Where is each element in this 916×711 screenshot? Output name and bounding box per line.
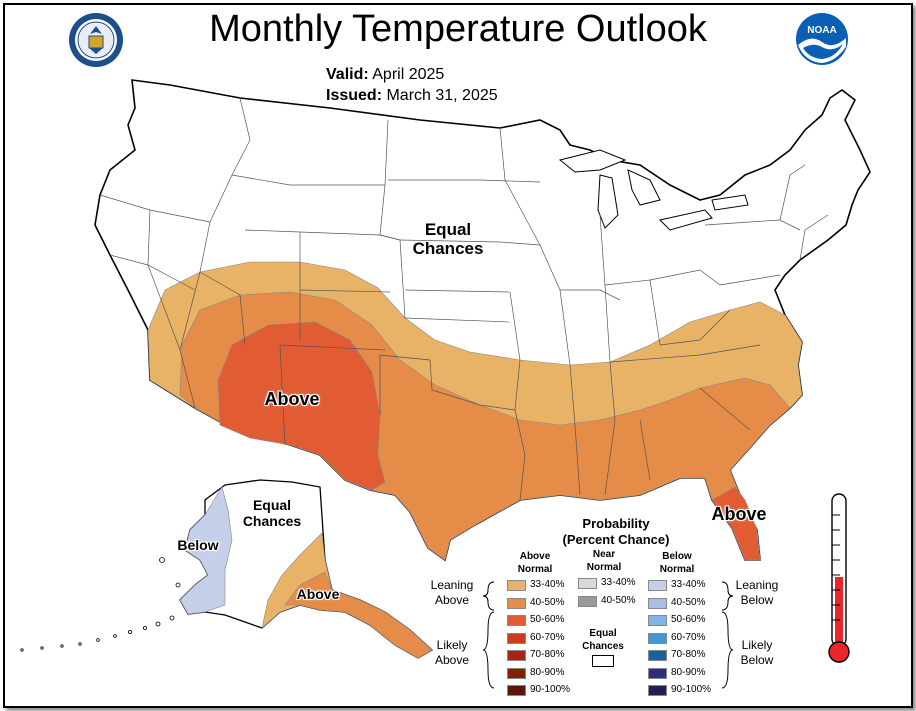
equal-chances-line1: Equal bbox=[589, 628, 617, 639]
above-normal-swatch-label: 60-70% bbox=[530, 631, 565, 643]
below-normal-swatch-label: 80-90% bbox=[671, 666, 706, 678]
issued-line: Issued: March 31, 2025 bbox=[326, 87, 498, 105]
leaning-above-line2: Above bbox=[434, 593, 470, 607]
leaning-above-line1: Leaning bbox=[430, 578, 474, 592]
thermometer-icon bbox=[828, 493, 850, 663]
noaa-logo-icon: NOAA bbox=[796, 13, 848, 65]
state-boundaries bbox=[99, 97, 829, 501]
issued-value: March 31, 2025 bbox=[386, 87, 498, 104]
below-normal-swatch-label: 50-60% bbox=[671, 614, 706, 625]
florida-above-label: Above bbox=[711, 504, 767, 524]
alaska-above-40-50-region bbox=[284, 571, 433, 659]
above-normal-swatch-label: 50-60% bbox=[530, 614, 565, 625]
legend-title-line2: (Percent Chance) bbox=[562, 531, 670, 547]
near-header-line1: Near bbox=[592, 549, 616, 560]
below-normal-swatch-label: 60-70% bbox=[671, 631, 706, 643]
leaning-below-label: Leaning Below bbox=[730, 578, 784, 608]
conus-equal-text: Equal bbox=[424, 220, 472, 239]
likely-below-line1: Likely bbox=[741, 638, 773, 652]
below-normal-swatch-label: 70-80% bbox=[671, 649, 706, 660]
alaska-equal-text: Equal bbox=[252, 497, 292, 513]
equal-chances-swatch bbox=[592, 655, 614, 667]
below-header-line2: Normal bbox=[659, 563, 695, 575]
alaska-below-label: Below bbox=[177, 537, 219, 553]
below-normal-swatch bbox=[648, 580, 667, 591]
near-normal-swatch-label: 33-40% bbox=[601, 577, 636, 588]
below-normal-swatch-label: 40-50% bbox=[671, 596, 706, 608]
leaning-below-line1: Leaning bbox=[735, 578, 779, 592]
likely-below-line2: Below bbox=[740, 653, 774, 667]
likely-below-label: Likely Below bbox=[730, 638, 784, 668]
above-normal-header: Above Normal bbox=[508, 551, 562, 576]
above-normal-swatch-label: 90-100% bbox=[530, 684, 571, 695]
below-normal-swatch bbox=[648, 685, 667, 696]
near-header-line2: Normal bbox=[586, 561, 622, 573]
above-normal-swatch bbox=[507, 685, 526, 696]
below-normal-swatch-label: 90-100% bbox=[671, 684, 712, 695]
above-normal-swatch-label: 33-40% bbox=[530, 579, 565, 590]
legend-title: Probability (Percent Chance) bbox=[548, 516, 684, 547]
below-normal-swatch-label: 33-40% bbox=[671, 579, 706, 590]
below-header-line1: Below bbox=[662, 551, 692, 562]
leaning-below-line2: Below bbox=[740, 593, 774, 607]
equal-chances-line2: Chances bbox=[582, 640, 624, 652]
near-normal-swatch bbox=[578, 595, 597, 607]
above-normal-swatch bbox=[507, 597, 526, 609]
below-normal-swatch bbox=[648, 632, 667, 644]
valid-value: April 2025 bbox=[372, 66, 445, 83]
likely-above-line2: Above bbox=[434, 653, 470, 667]
below-normal-swatch bbox=[648, 650, 667, 661]
above-header-line2: Normal bbox=[517, 563, 553, 575]
valid-line: Valid: April 2025 bbox=[326, 66, 444, 84]
alaska-equal-chances-label: Equal Chances bbox=[232, 497, 312, 529]
likely-above-line1: Likely bbox=[436, 638, 468, 652]
equal-chances-header: Equal Chances bbox=[575, 628, 631, 653]
above-normal-swatch bbox=[507, 615, 526, 626]
below-normal-swatch bbox=[648, 667, 667, 679]
above-header-line1: Above bbox=[519, 551, 551, 562]
issued-label: Issued: bbox=[326, 87, 383, 104]
above-normal-swatch-label: 70-80% bbox=[530, 649, 565, 660]
valid-label: Valid: bbox=[326, 66, 369, 83]
commerce-seal-icon bbox=[69, 13, 123, 67]
conus-equal-chances-label: Equal Chances bbox=[400, 220, 496, 258]
above-normal-swatch-label: 40-50% bbox=[530, 596, 565, 608]
legend-braces bbox=[482, 581, 734, 689]
alaska-chances-text: Chances bbox=[242, 512, 302, 529]
below-normal-header: Below Normal bbox=[650, 551, 704, 576]
conus-above-label: Above bbox=[264, 389, 320, 409]
legend-title-line1: Probability bbox=[582, 516, 650, 531]
near-normal-swatch bbox=[578, 578, 597, 589]
above-normal-swatch-label: 80-90% bbox=[530, 666, 565, 678]
above-50-60-southwest-region bbox=[217, 321, 386, 491]
noaa-logo-text: NOAA bbox=[807, 25, 836, 36]
above-normal-swatch bbox=[507, 632, 526, 644]
alaska-above-label: Above bbox=[296, 586, 340, 602]
conus-chances-text: Chances bbox=[412, 239, 484, 259]
near-normal-header: Near Normal bbox=[578, 549, 630, 574]
below-normal-swatch bbox=[648, 597, 667, 609]
above-50-60-florida-region bbox=[711, 486, 761, 561]
above-normal-swatch bbox=[507, 650, 526, 661]
above-normal-swatch bbox=[507, 580, 526, 591]
above-normal-swatch bbox=[507, 667, 526, 679]
page-title: Monthly Temperature Outlook bbox=[209, 8, 707, 50]
below-normal-swatch bbox=[648, 615, 667, 626]
leaning-above-label: Leaning Above bbox=[424, 578, 480, 608]
likely-above-label: Likely Above bbox=[424, 638, 480, 668]
near-normal-swatch-label: 40-50% bbox=[601, 594, 636, 606]
alaska-below-region bbox=[179, 486, 233, 615]
aleutian-islands bbox=[20, 557, 181, 652]
